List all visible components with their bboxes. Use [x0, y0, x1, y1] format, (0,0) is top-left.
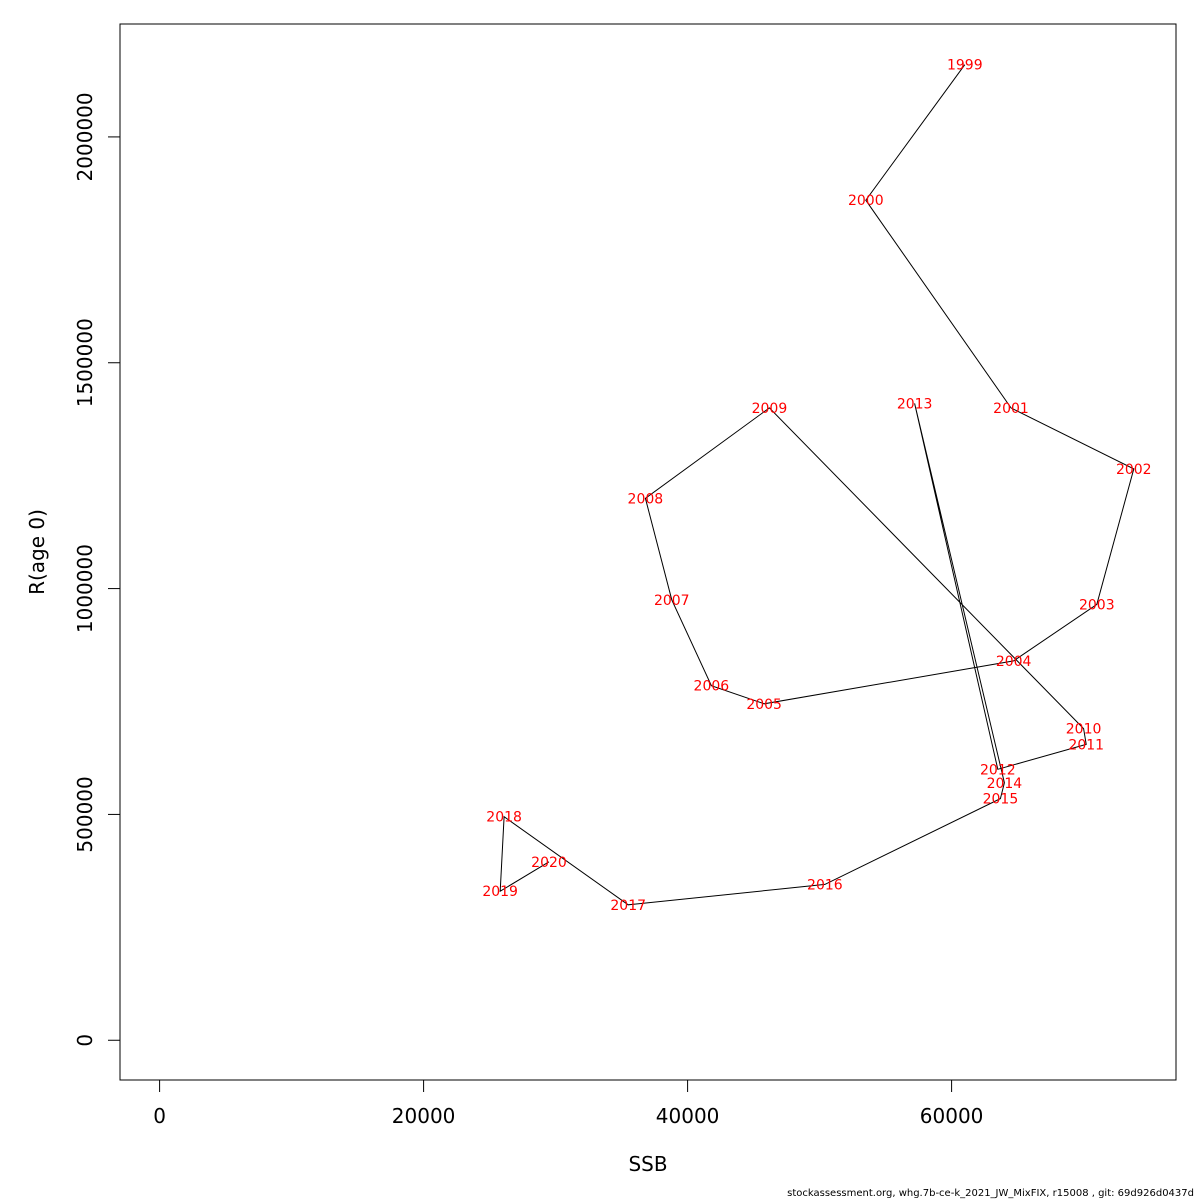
- year-label-2015: 2015: [983, 792, 1019, 808]
- x-tick-label-3: 60000: [920, 1104, 984, 1128]
- year-label-2006: 2006: [694, 679, 730, 695]
- y-tick-label-0: 0: [73, 1034, 97, 1047]
- year-label-2010: 2010: [1066, 722, 1102, 738]
- sr-trajectory-line: [499, 64, 1135, 906]
- y-tick-label-4: 2000000: [73, 92, 97, 181]
- year-labels: 1999 2000 2001 2002 2003 2004 2005 2006 2007 2008…: [482, 58, 1151, 914]
- year-label-2013: 2013: [897, 396, 933, 412]
- x-axis-title: SSB: [628, 1152, 667, 1176]
- year-label-2020: 2020: [531, 855, 567, 871]
- year-label-2012: 2012: [980, 762, 1016, 778]
- year-label-2005: 2005: [746, 697, 782, 713]
- year-label-2008: 2008: [628, 491, 664, 507]
- year-label-2018: 2018: [486, 810, 522, 826]
- footer-note: stockassessment.org, whg.7b-ce-k_2021_JW…: [787, 1188, 1194, 1199]
- year-label-1999: 1999: [947, 58, 983, 74]
- year-label-2003: 2003: [1079, 597, 1115, 613]
- plot-box: [119, 23, 1177, 1081]
- y-axis-title: R(age 0): [25, 509, 49, 595]
- year-label-2011: 2011: [1068, 737, 1104, 753]
- year-label-2001: 2001: [993, 401, 1029, 417]
- year-label-2000: 2000: [848, 193, 884, 209]
- y-tick-label-2: 1000000: [73, 544, 97, 633]
- year-label-2017: 2017: [610, 898, 646, 914]
- x-tick-label-2: 40000: [656, 1104, 720, 1128]
- year-label-2016: 2016: [807, 877, 843, 893]
- sr-series: [499, 64, 1135, 906]
- year-label-2004: 2004: [996, 654, 1032, 670]
- x-tick-label-1: 20000: [392, 1104, 456, 1128]
- year-label-2007: 2007: [654, 593, 690, 609]
- year-label-2009: 2009: [752, 401, 788, 417]
- x-tick-label-0: 0: [153, 1104, 166, 1128]
- y-axis: 0 500000 1000000 1500000 2000000: [73, 92, 121, 1047]
- x-axis: 0 20000 40000 60000: [153, 1079, 984, 1128]
- year-label-2002: 2002: [1116, 462, 1152, 478]
- year-label-2014: 2014: [987, 776, 1023, 792]
- y-tick-label-3: 1500000: [73, 318, 97, 407]
- year-label-2019: 2019: [482, 884, 518, 900]
- y-tick-label-1: 500000: [73, 776, 97, 852]
